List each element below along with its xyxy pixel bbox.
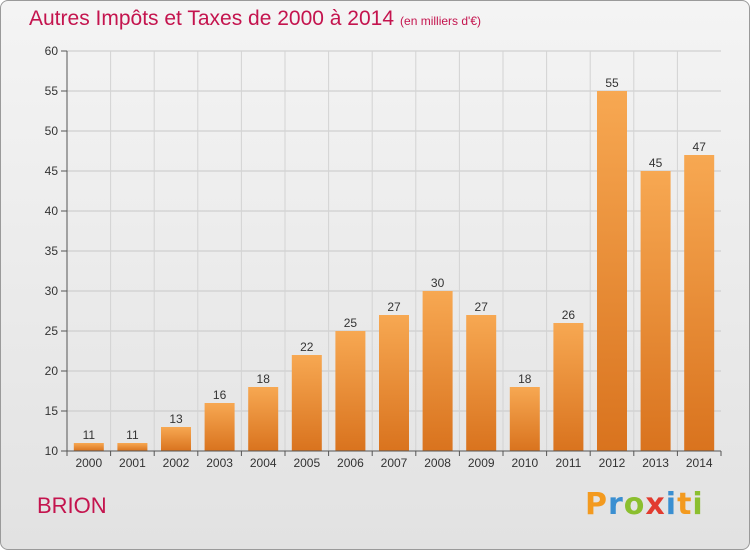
bar-2005 (291, 355, 322, 451)
bar-2001 (117, 443, 148, 451)
bar-value-label: 45 (649, 156, 663, 170)
bar-2009 (466, 315, 497, 451)
bar-value-label: 18 (257, 372, 271, 386)
bar-value-label: 27 (387, 300, 401, 314)
proxiti-logo: Proxiti (585, 487, 704, 522)
logo-letter: i (665, 487, 678, 522)
x-tick-label: 2007 (381, 456, 408, 470)
y-tick-label: 35 (45, 244, 59, 258)
x-tick-label: 2000 (75, 456, 102, 470)
bar-2011 (553, 323, 584, 451)
logo-letter: t (677, 487, 693, 522)
logo-letter: i (692, 487, 704, 522)
bar-2014 (684, 155, 715, 451)
x-tick-label: 2012 (599, 456, 626, 470)
logo-letter: o (623, 487, 646, 522)
bar-value-label: 25 (344, 316, 358, 330)
bar-value-label: 22 (300, 340, 314, 354)
x-tick-label: 2006 (337, 456, 364, 470)
commune-name: BRION (37, 493, 107, 518)
x-tick-label: 2011 (555, 456, 581, 470)
bar-2002 (161, 427, 191, 451)
bar-2012 (597, 91, 627, 451)
bar-value-label: 47 (693, 140, 707, 154)
y-tick-label: 45 (45, 164, 59, 178)
x-tick-label: 2004 (250, 456, 277, 470)
chart-title-text: Autres Impôts et Taxes de 2000 à 2014 (29, 7, 395, 30)
bar-value-label: 30 (431, 276, 445, 290)
chart-title: Autres Impôts et Taxes de 2000 à 2014 (en… (29, 7, 481, 31)
x-tick-label: 2009 (468, 456, 495, 470)
chart-unit-label: (en milliers d'€) (400, 14, 482, 28)
x-tick-label: 2003 (206, 456, 233, 470)
bar-2006 (335, 331, 366, 451)
y-tick-label: 15 (45, 404, 59, 418)
bar-value-label: 18 (518, 372, 532, 386)
x-tick-label: 2002 (163, 456, 190, 470)
bar-value-label: 27 (475, 300, 489, 314)
bar-value-label: 26 (562, 308, 576, 322)
labels-layer: 10 15 20 25 30 35 40 45 50 55 60 11 2000 11 2001 13 2002… (45, 44, 713, 470)
x-tick-label: 2014 (686, 456, 713, 470)
bar-2013 (640, 171, 671, 451)
axes-layer (61, 50, 722, 456)
logo-letter: P (585, 487, 608, 522)
x-tick-label: 2013 (642, 456, 669, 470)
x-tick-label: 2008 (424, 456, 451, 470)
bar-2003 (204, 403, 235, 451)
y-tick-label: 40 (45, 204, 59, 218)
bars-layer (73, 91, 715, 451)
x-tick-label: 2001 (119, 456, 146, 470)
bar-value-label: 13 (169, 412, 183, 426)
bar-2000 (73, 443, 104, 451)
bar-2004 (248, 387, 279, 451)
bar-2008 (422, 291, 453, 451)
y-tick-label: 55 (45, 84, 59, 98)
y-tick-label: 10 (45, 444, 59, 458)
bar-value-label: 16 (213, 388, 227, 402)
bar-value-label: 11 (126, 428, 139, 442)
bar-value-label: 11 (83, 428, 96, 442)
y-tick-label: 50 (45, 124, 59, 138)
y-tick-label: 25 (45, 324, 59, 338)
y-tick-label: 30 (45, 284, 59, 298)
bar-value-label: 55 (605, 76, 619, 90)
bar-2007 (379, 315, 409, 451)
x-tick-label: 2010 (511, 456, 538, 470)
x-tick-label: 2005 (293, 456, 320, 470)
logo-letter: x (645, 487, 666, 522)
logo-letter: r (608, 487, 624, 522)
bar-2010 (509, 387, 540, 451)
y-tick-label: 60 (45, 44, 59, 58)
y-tick-label: 20 (45, 364, 59, 378)
